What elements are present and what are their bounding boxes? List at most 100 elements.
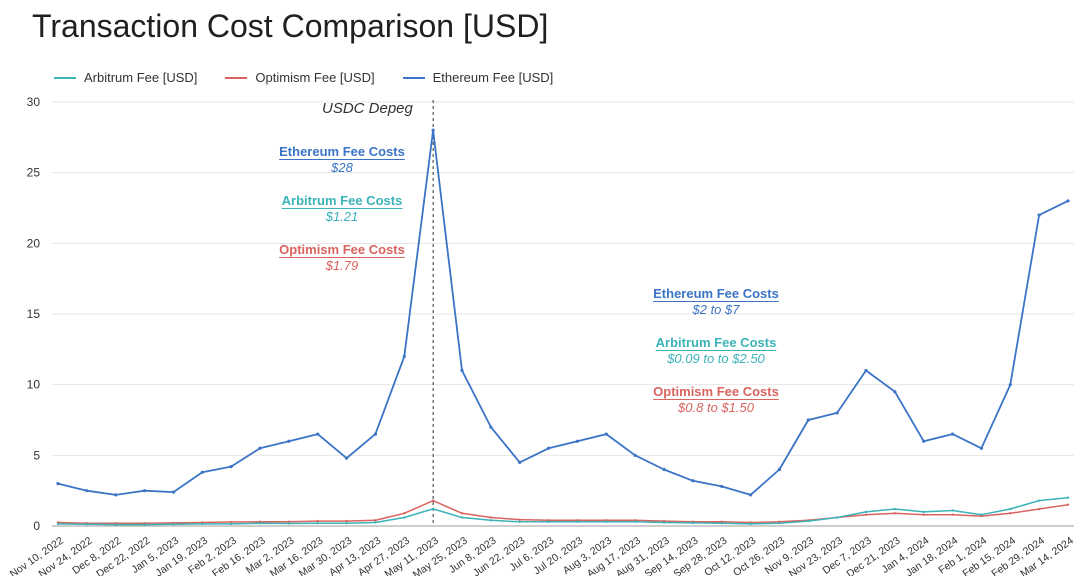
data-point-arbitrum xyxy=(1037,499,1041,502)
data-point-ethereum xyxy=(200,470,204,474)
data-point-ethereum xyxy=(979,446,984,450)
data-point-ethereum xyxy=(344,456,349,460)
data-point-arbitrum xyxy=(431,507,435,511)
data-point-optimism xyxy=(460,512,464,515)
data-point-optimism xyxy=(403,512,406,515)
annotation-current-ethereum-title: Ethereum Fee Costs xyxy=(653,286,779,301)
legend-label-arbitrum: Arbitrum Fee [USD] xyxy=(84,70,198,85)
data-point-arbitrum xyxy=(547,520,550,523)
legend-item-ethereum[interactable]: Ethereum Fee [USD] xyxy=(402,70,553,85)
y-tick-label: 15 xyxy=(27,307,41,321)
data-point-ethereum xyxy=(922,439,926,443)
data-point-ethereum xyxy=(1066,199,1070,203)
data-point-arbitrum xyxy=(749,522,752,526)
data-point-arbitrum xyxy=(518,520,521,523)
data-point-optimism xyxy=(345,519,348,523)
data-point-arbitrum xyxy=(951,509,954,512)
chart-title: Transaction Cost Comparison [USD] xyxy=(32,8,549,44)
annotation-peak-arbitrum: Arbitrum Fee Costs $1.21 xyxy=(256,193,428,225)
data-point-ethereum xyxy=(460,368,464,373)
annotation-peak-optimism-title: Optimism Fee Costs xyxy=(279,242,405,257)
data-point-ethereum xyxy=(691,479,695,483)
data-point-ethereum xyxy=(431,128,435,132)
annotation-current-optimism-value: $0.8 to $1.50 xyxy=(678,400,754,415)
data-point-ethereum xyxy=(373,432,378,436)
legend-item-optimism[interactable]: Optimism Fee [USD] xyxy=(225,70,375,85)
annotation-peak-arbitrum-title: Arbitrum Fee Costs xyxy=(281,193,403,208)
data-point-arbitrum xyxy=(229,522,233,526)
data-point-arbitrum xyxy=(605,520,608,523)
event-label-usdc-depeg: USDC Depeg xyxy=(322,100,413,117)
annotation-current-arbitrum-title: Arbitrum Fee Costs xyxy=(655,335,777,350)
data-point-arbitrum xyxy=(1009,507,1012,511)
data-point-arbitrum xyxy=(114,523,117,526)
data-point-ethereum xyxy=(893,390,897,394)
data-point-arbitrum xyxy=(1066,496,1070,499)
legend-label-optimism: Optimism Fee [USD] xyxy=(255,70,375,85)
annotation-peak-ethereum-value: $28 xyxy=(331,160,353,175)
data-point-optimism xyxy=(316,519,319,523)
data-point-optimism xyxy=(374,519,377,522)
data-point-arbitrum xyxy=(662,521,666,524)
data-point-optimism xyxy=(864,513,868,516)
data-point-ethereum xyxy=(546,446,551,450)
annotation-current-optimism-title: Optimism Fee Costs xyxy=(653,384,779,399)
annotation-current-ethereum: Ethereum Fee Costs $2 to $7 xyxy=(628,286,804,318)
annotation-peak-optimism-value: $1.79 xyxy=(325,258,359,273)
data-point-arbitrum xyxy=(287,522,291,525)
annotation-current-arbitrum-value: $0.09 to to $2.50 xyxy=(667,351,765,366)
legend-item-arbitrum[interactable]: Arbitrum Fee [USD] xyxy=(54,70,197,85)
data-point-arbitrum xyxy=(403,516,406,519)
data-point-arbitrum xyxy=(143,523,146,526)
data-point-optimism xyxy=(1037,507,1041,511)
data-point-ethereum xyxy=(748,493,753,497)
annotation-peak-arbitrum-value: $1.21 xyxy=(325,209,359,224)
data-point-ethereum xyxy=(114,493,118,497)
data-point-ethereum xyxy=(229,465,233,469)
data-point-arbitrum xyxy=(201,522,204,526)
data-point-ethereum xyxy=(720,484,724,489)
data-point-ethereum xyxy=(777,467,782,472)
data-point-ethereum xyxy=(258,446,262,450)
data-point-ethereum xyxy=(633,453,637,457)
data-point-optimism xyxy=(951,513,954,516)
data-point-optimism xyxy=(489,516,493,519)
data-point-arbitrum xyxy=(460,516,464,519)
legend-swatch-optimism xyxy=(225,76,248,79)
data-point-arbitrum xyxy=(980,513,983,516)
data-point-arbitrum xyxy=(316,521,319,525)
data-point-optimism xyxy=(287,520,291,523)
series-line-optimism xyxy=(57,499,1069,524)
legend: Arbitrum Fee [USD] Optimism Fee [USD] Et… xyxy=(54,70,553,85)
data-point-ethereum xyxy=(85,489,89,493)
data-point-optimism xyxy=(1066,503,1070,506)
data-point-ethereum xyxy=(518,460,522,464)
data-point-optimism xyxy=(518,518,521,521)
data-point-arbitrum xyxy=(172,523,175,526)
data-point-arbitrum xyxy=(633,520,637,523)
annotation-peak-optimism: Optimism Fee Costs $1.79 xyxy=(256,242,428,274)
legend-swatch-ethereum xyxy=(402,76,425,79)
data-point-arbitrum xyxy=(893,507,897,511)
data-point-ethereum xyxy=(171,490,176,494)
y-tick-label: 20 xyxy=(27,236,41,250)
data-point-arbitrum xyxy=(691,521,695,525)
data-point-ethereum xyxy=(835,411,839,415)
data-point-ethereum xyxy=(950,432,955,436)
data-point-arbitrum xyxy=(258,521,262,525)
y-tick-label: 0 xyxy=(33,519,40,533)
data-point-arbitrum xyxy=(345,521,348,525)
data-point-optimism xyxy=(922,513,925,516)
data-point-ethereum xyxy=(402,354,406,358)
series-line-arbitrum xyxy=(57,496,1069,526)
data-point-arbitrum xyxy=(807,519,810,523)
data-point-optimism xyxy=(431,499,435,502)
annotation-current-optimism: Optimism Fee Costs $0.8 to $1.50 xyxy=(628,384,804,416)
data-point-ethereum xyxy=(56,482,60,486)
series-line-ethereum xyxy=(57,129,1069,496)
data-point-arbitrum xyxy=(835,516,839,519)
data-point-ethereum xyxy=(575,439,580,443)
data-point-ethereum xyxy=(806,418,810,422)
data-point-optimism xyxy=(229,520,233,524)
